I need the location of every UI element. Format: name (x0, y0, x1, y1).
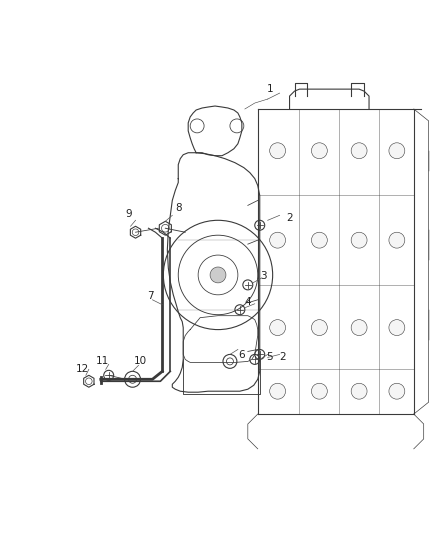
Text: 3: 3 (261, 271, 267, 281)
Text: 9: 9 (125, 209, 132, 220)
Circle shape (210, 267, 226, 283)
Circle shape (270, 320, 286, 336)
Circle shape (311, 232, 327, 248)
Text: 11: 11 (96, 357, 110, 366)
Text: 2: 2 (279, 352, 286, 362)
Text: 5: 5 (266, 352, 273, 362)
Circle shape (389, 320, 405, 336)
Text: 2: 2 (286, 213, 293, 223)
Text: 12: 12 (76, 365, 89, 374)
Circle shape (311, 320, 327, 336)
Text: 1: 1 (266, 84, 273, 94)
Text: 6: 6 (239, 350, 245, 360)
Text: 4: 4 (244, 297, 251, 307)
Text: 8: 8 (175, 204, 182, 213)
Circle shape (389, 232, 405, 248)
Circle shape (311, 143, 327, 159)
Circle shape (270, 383, 286, 399)
Circle shape (270, 232, 286, 248)
Text: 7: 7 (147, 291, 154, 301)
Circle shape (311, 383, 327, 399)
Circle shape (389, 143, 405, 159)
Circle shape (351, 232, 367, 248)
Circle shape (270, 143, 286, 159)
Circle shape (389, 383, 405, 399)
Circle shape (351, 143, 367, 159)
Text: 10: 10 (134, 357, 147, 366)
Circle shape (351, 383, 367, 399)
Circle shape (351, 320, 367, 336)
